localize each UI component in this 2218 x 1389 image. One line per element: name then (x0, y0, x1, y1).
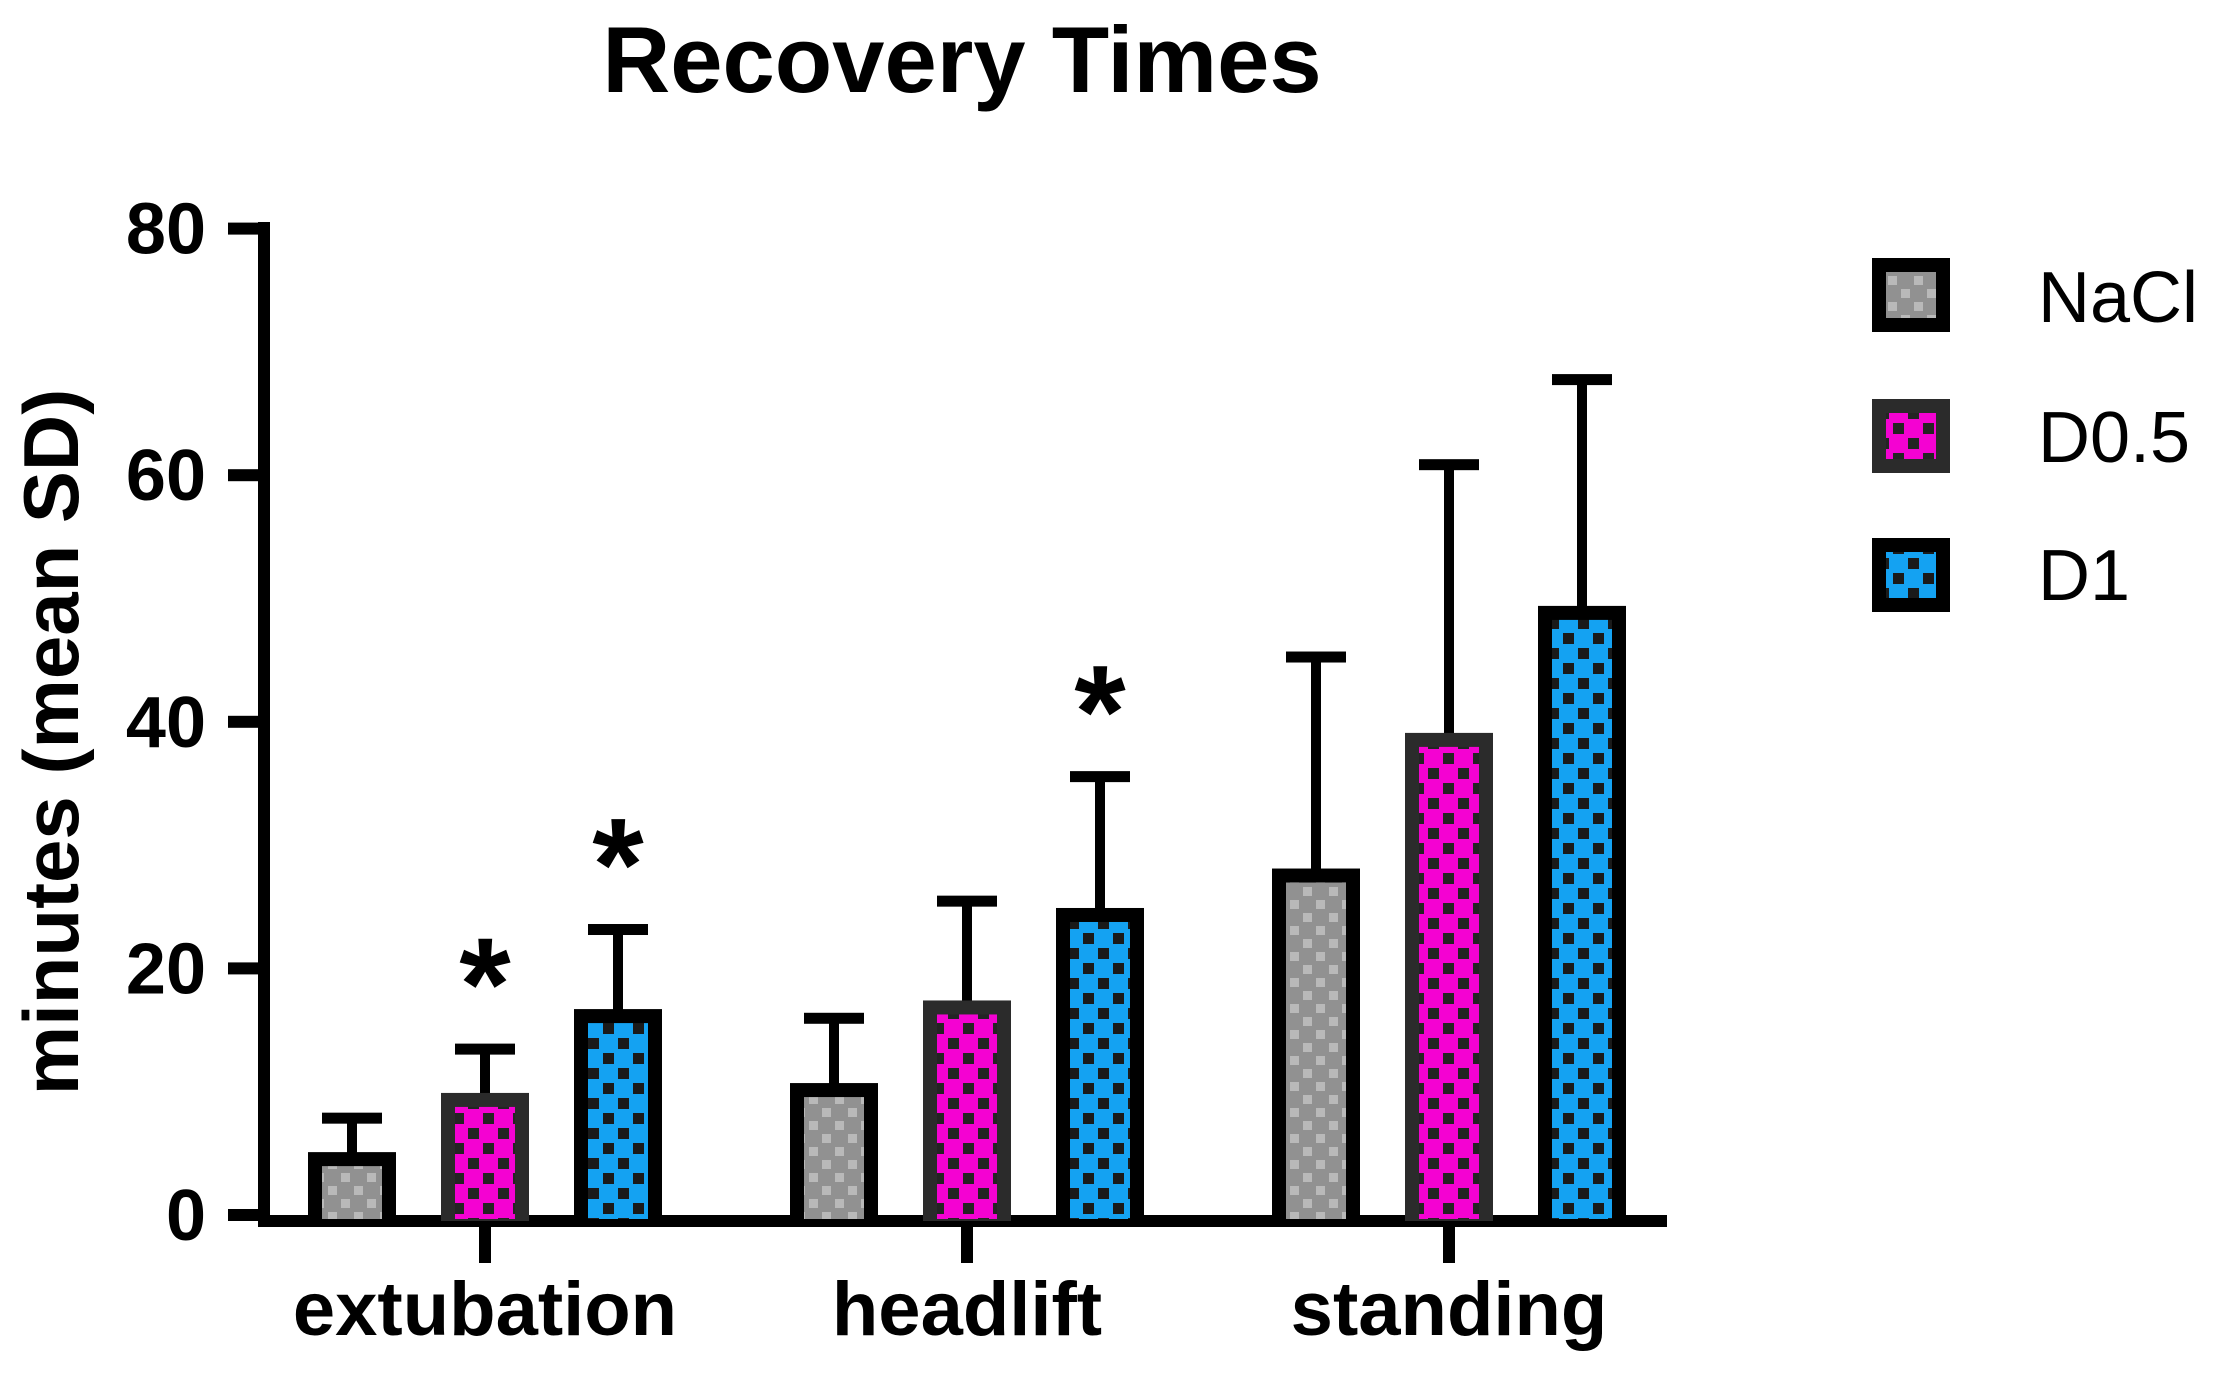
bar-fill (588, 1023, 648, 1219)
axes-layer: 0 20 40 60 80 extubation headlift standing (126, 190, 1667, 1352)
error-bar-stem (1444, 463, 1454, 745)
y-tick (228, 715, 260, 728)
y-axis (258, 222, 270, 1227)
error-bar-cap (1070, 771, 1130, 783)
error-bar-cap (1552, 374, 1612, 386)
category-label: headlift (832, 1267, 1102, 1352)
y-tick-label: 0 (166, 1176, 206, 1256)
bar-fill (804, 1097, 864, 1219)
error-bar-cap (322, 1112, 382, 1124)
legend-swatch-fill (1886, 552, 1936, 598)
error-bar-cap (1286, 651, 1346, 663)
y-tick-label: 40 (126, 683, 206, 763)
x-tick (479, 1227, 491, 1263)
legend-label-d1: D1 (2038, 536, 2130, 616)
legend-label-d05: D0.5 (2038, 398, 2190, 478)
bars-layer: * * * (308, 374, 1626, 1221)
legend-swatch-fill (1886, 413, 1936, 459)
bar-fill (455, 1106, 515, 1219)
error-bar-cap (1419, 459, 1479, 471)
significance-star: * (1074, 638, 1126, 785)
legend-label-nacl: NaCl (2038, 258, 2198, 338)
y-tick (228, 962, 260, 975)
y-tick (228, 1209, 260, 1221)
error-bar-stem (1577, 378, 1587, 618)
bar-fill (937, 1014, 997, 1219)
chart-title: Recovery Times (602, 7, 1321, 112)
legend-swatches-layer (1872, 258, 1950, 612)
error-bar-stem (962, 899, 972, 1013)
category-label: standing (1291, 1267, 1608, 1352)
error-bar-stem (613, 928, 623, 1022)
legend-swatch-fill (1886, 272, 1936, 318)
significance-star: * (459, 911, 511, 1058)
y-tick (228, 222, 260, 235)
y-tick-label: 80 (126, 190, 206, 270)
bar-fill (1552, 619, 1612, 1219)
y-tick (228, 469, 260, 482)
y-tick-label: 60 (126, 436, 206, 516)
error-bar-stem (347, 1116, 357, 1165)
error-bar-stem (1311, 655, 1321, 881)
bar-fill (1286, 882, 1346, 1219)
bar-fill (1419, 746, 1479, 1219)
error-bar-cap (455, 1043, 515, 1055)
error-bar-stem (1095, 775, 1105, 920)
y-axis-label: minutes (mean SD) (7, 389, 95, 1095)
error-bar-stem (480, 1047, 490, 1105)
error-bar-cap (588, 924, 648, 936)
x-tick (961, 1227, 973, 1263)
error-bar-cap (804, 1012, 864, 1024)
significance-star: * (592, 791, 644, 938)
bar-fill (322, 1166, 382, 1219)
error-bar-stem (829, 1016, 839, 1096)
category-label: extubation (293, 1267, 677, 1352)
bar-fill (1070, 921, 1130, 1219)
error-bar-cap (937, 895, 997, 907)
y-tick-label: 20 (126, 929, 206, 1009)
x-tick (1443, 1227, 1455, 1263)
